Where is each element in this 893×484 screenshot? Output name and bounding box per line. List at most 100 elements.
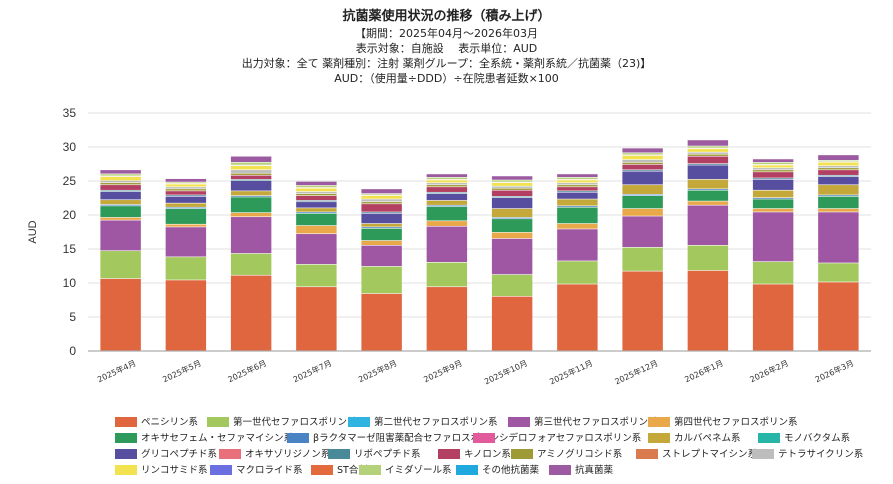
legend-item[interactable]: オキサゾリジノン系	[219, 448, 330, 462]
bar-segment	[100, 191, 141, 200]
legend-label: アミノグリコシド系	[537, 449, 623, 460]
bar-segment	[491, 274, 533, 296]
bar-segment	[296, 234, 337, 265]
bar-segment	[361, 212, 402, 214]
bar-segment	[426, 221, 468, 226]
bar-segment	[557, 183, 598, 185]
legend-item[interactable]: βラクタマーゼ阻害薬配合セファロスポリン	[287, 432, 499, 446]
bar-segment	[426, 205, 468, 207]
legend-label: オキサセフェム・セファマイシン系	[141, 433, 294, 444]
bar-segment	[100, 181, 141, 183]
bar-segment	[491, 176, 533, 180]
y-tick-label: 30	[63, 140, 77, 154]
chart-subtitle-formula: AUD：（使用量÷DDD）÷在院患者延数×100	[334, 72, 559, 85]
bar-segment	[557, 192, 598, 199]
legend-label: リポペプチド系	[354, 449, 421, 460]
bar-segment	[100, 217, 141, 220]
bar-segment	[752, 179, 794, 190]
legend-item[interactable]: カルバペネム系	[648, 432, 741, 446]
bar-segment	[622, 216, 663, 248]
bar-segment	[491, 186, 533, 188]
chart-subtitle-period: 【期間：2025年04月～2026年03月	[355, 27, 538, 40]
legend-item[interactable]: グリコペプチド系	[115, 448, 217, 462]
bar-segment	[752, 208, 794, 212]
bar-segment	[557, 229, 598, 261]
x-tick-label: 2025年5月	[161, 358, 203, 385]
bar-segment	[491, 198, 533, 209]
legend-swatch	[473, 432, 495, 443]
legend-item[interactable]: 第三世代セファロスポリン系	[508, 416, 658, 430]
bar-segment	[361, 199, 402, 202]
bar-segment	[491, 188, 533, 190]
legend-item[interactable]: その他抗菌薬	[456, 464, 539, 478]
legend-item[interactable]: ストレプトマイシン系	[636, 448, 757, 462]
bar-segment	[818, 166, 859, 168]
bar-segment	[230, 253, 272, 275]
x-tick-label: 2026年3月	[813, 358, 855, 385]
x-tick-label: 2025年8月	[357, 358, 399, 385]
bar-segment	[100, 176, 141, 181]
y-tick-label: 20	[63, 208, 77, 222]
legend-label: グリコペプチド系	[141, 449, 218, 460]
legend-item[interactable]: 第四世代セファロスポリン系	[648, 416, 798, 430]
bar-segment	[100, 220, 141, 251]
bar-segment	[361, 202, 402, 204]
bar-segment	[491, 217, 533, 219]
bar-segment	[752, 159, 794, 163]
bar-segment	[426, 180, 468, 183]
bar-segment	[100, 185, 141, 190]
y-axis-label: AUD	[27, 220, 39, 243]
bar-segment	[296, 193, 337, 196]
bar-segment	[100, 170, 141, 174]
bar-segment	[426, 192, 468, 194]
bar-segment	[165, 178, 207, 182]
bar-segment	[165, 203, 207, 207]
bar-segment	[752, 170, 794, 172]
bar-segment	[491, 180, 533, 182]
bar-segment	[818, 282, 859, 351]
bar-segment	[557, 199, 598, 206]
legend-label: 第二世代セファロスポリン系	[374, 417, 498, 428]
y-tick-label: 0	[69, 344, 76, 358]
legend-label: マクロライド系	[236, 465, 303, 476]
bar-segment	[296, 195, 337, 201]
legend-label: βラクタマーゼ阻害薬配合セファロスポリン	[313, 433, 500, 444]
legend-item[interactable]: 抗真菌薬	[549, 464, 613, 478]
x-tick-label: 2026年2月	[748, 358, 790, 385]
bar-segment	[296, 213, 337, 226]
bar-segment	[165, 257, 207, 280]
x-tick-label: 2025年11月	[548, 358, 594, 387]
bar-segment	[557, 207, 598, 224]
legend-item[interactable]: ペニシリン系	[115, 416, 198, 430]
legend-item[interactable]: イミダゾール系	[359, 464, 452, 478]
legend-item[interactable]: モノバクタム系	[758, 432, 850, 446]
bar-segment	[818, 175, 859, 177]
legend-item[interactable]: オキサセフェム・セファマイシン系	[115, 432, 293, 446]
bar-segment	[296, 181, 337, 186]
bar-segment	[687, 140, 729, 146]
bar-segment	[622, 153, 663, 155]
legend-item[interactable]: テトラサイクリン系	[752, 448, 863, 462]
bar-segment	[818, 168, 859, 170]
bar-segment	[361, 240, 402, 245]
legend-swatch	[207, 416, 229, 427]
bar-segment	[557, 284, 598, 351]
bar-segment	[426, 174, 468, 177]
legend-item[interactable]: リンコサミド系	[115, 464, 208, 478]
bar-segment	[230, 166, 272, 170]
legend-label: イミダゾール系	[385, 465, 452, 476]
bar-segment	[165, 207, 207, 209]
legend-item[interactable]: 第二世代セファロスポリン系	[348, 416, 498, 430]
legend-item[interactable]: ST合剤	[311, 464, 368, 478]
legend-item[interactable]: リポペプチド系	[328, 448, 421, 462]
bar-segment	[361, 213, 402, 224]
bar-segment	[622, 155, 663, 160]
bar-segment	[491, 190, 533, 197]
legend-item[interactable]: シデロフォアセファロスポリン系	[473, 432, 641, 446]
legend-item[interactable]: マクロライド系	[210, 464, 303, 478]
bar-segment	[100, 206, 141, 218]
legend-item[interactable]: キノロン系	[438, 448, 511, 462]
bar-segment	[296, 191, 337, 194]
legend-item[interactable]: アミノグリコシド系	[511, 448, 622, 462]
legend-item[interactable]: 第一世代セファロスポリン系	[207, 416, 357, 430]
